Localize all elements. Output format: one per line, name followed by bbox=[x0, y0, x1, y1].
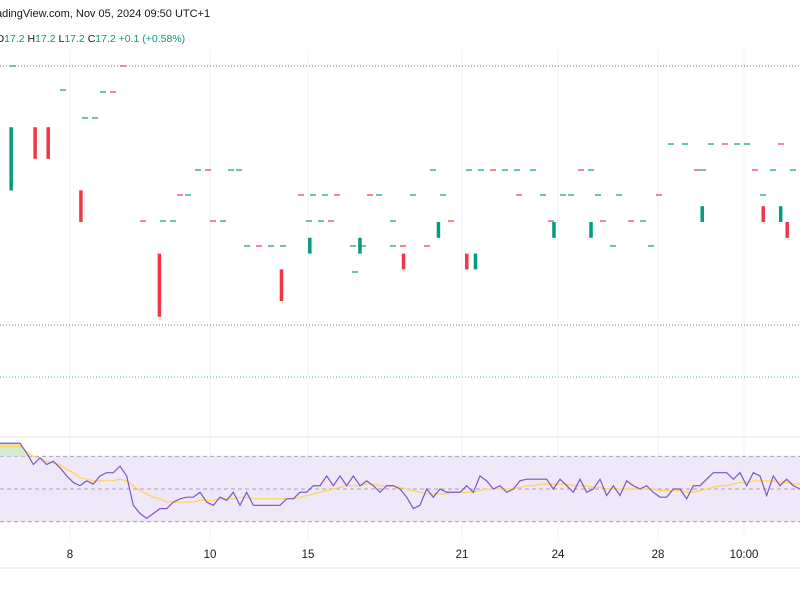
rsi-overbought-fill bbox=[0, 443, 34, 457]
x-tick-label: 28 bbox=[652, 549, 665, 561]
candle-up bbox=[473, 253, 478, 270]
close-value: 17.2 bbox=[95, 33, 116, 45]
candle-down bbox=[401, 253, 406, 270]
chart-source-line: TradingView.com, Nov 05, 2024 09:50 UTC+… bbox=[0, 8, 211, 20]
rsi-ma-line bbox=[0, 445, 800, 503]
x-tick-label: 10 bbox=[204, 549, 217, 561]
open-label: O bbox=[0, 33, 5, 45]
low-value: 17.2 bbox=[64, 33, 85, 45]
close-label: C bbox=[87, 33, 96, 45]
change-value: +0.1 (+0.58%) bbox=[118, 33, 186, 45]
candle-down bbox=[465, 253, 469, 270]
candle-up bbox=[358, 237, 362, 254]
candle-down bbox=[46, 127, 50, 159]
x-tick-label: 24 bbox=[552, 549, 565, 561]
chart-grid bbox=[0, 50, 800, 569]
candle-down bbox=[761, 206, 765, 222]
ohlc-legend: O17.2 H17.2 L17.2 C17.2 +0.1 (+0.58%) bbox=[0, 33, 185, 45]
rsi-line bbox=[0, 442, 800, 520]
x-tick-label: 10:00 bbox=[730, 549, 759, 561]
candle-up bbox=[700, 206, 704, 222]
candle-up bbox=[436, 222, 441, 238]
high-label: H bbox=[27, 33, 36, 45]
candle-down bbox=[785, 222, 789, 238]
high-value: 17.2 bbox=[35, 33, 56, 45]
candle-down bbox=[33, 127, 37, 159]
x-tick-label: 15 bbox=[302, 549, 315, 561]
open-value: 17.2 bbox=[4, 33, 25, 45]
candle-up bbox=[9, 127, 13, 191]
candle-up bbox=[589, 222, 593, 238]
candle-down bbox=[157, 253, 162, 317]
price-pane[interactable] bbox=[9, 65, 796, 317]
chart-header: TradingView.com, Nov 05, 2024 09:50 UTC+… bbox=[0, 0, 800, 50]
candle-up bbox=[778, 206, 783, 222]
x-tick-label: 21 bbox=[456, 549, 469, 561]
candle-up bbox=[552, 222, 556, 238]
candle-down bbox=[279, 269, 284, 301]
low-label: L bbox=[58, 33, 65, 45]
candle-down bbox=[79, 190, 83, 222]
rsi-pane[interactable] bbox=[0, 442, 800, 523]
x-axis: 8 10 15 21 24 28 10:00 bbox=[67, 549, 759, 561]
candle-up bbox=[308, 237, 312, 254]
x-tick-label: 8 bbox=[67, 549, 73, 561]
